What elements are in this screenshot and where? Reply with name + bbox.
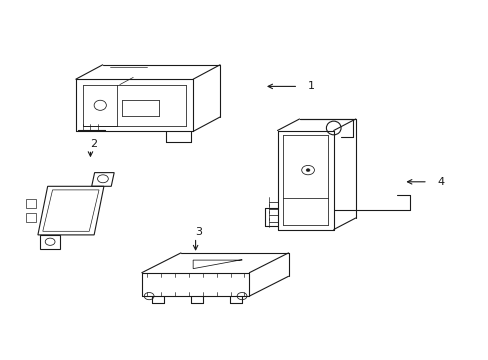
Text: 2: 2 [90,139,98,149]
Text: 4: 4 [437,177,444,187]
Text: 3: 3 [195,227,202,237]
Circle shape [305,168,309,172]
Text: 1: 1 [307,81,314,91]
